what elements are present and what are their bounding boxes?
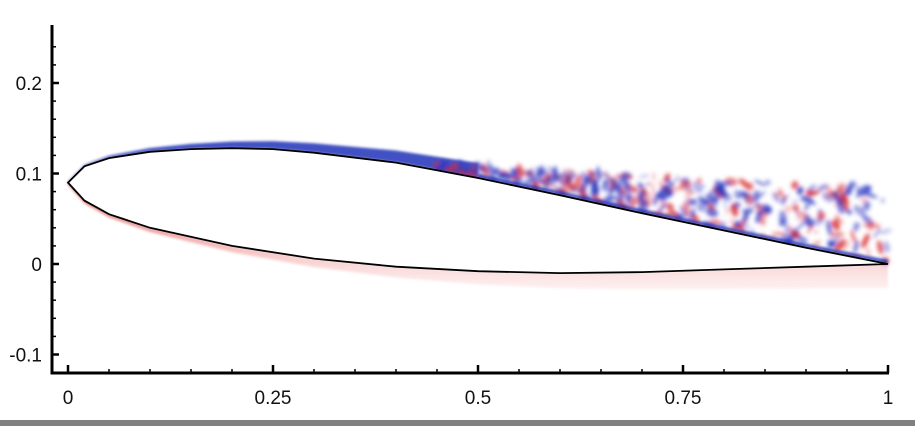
lower-shear-layer [68, 182, 888, 290]
upper-shear-layer [68, 141, 478, 183]
x-tick-label: 0.5 [465, 388, 491, 409]
y-tick-label: -0.1 [9, 346, 42, 367]
y-tick-label: 0 [31, 255, 42, 276]
x-tick-label: 0 [63, 388, 74, 409]
airfoil-outline [66, 147, 889, 275]
vorticity-field [68, 141, 892, 290]
y-tick-label: 0.1 [16, 165, 42, 186]
x-tick-label: 0.25 [255, 388, 292, 409]
bottom-border-bar [0, 420, 915, 426]
x-tick-label: 1 [883, 388, 894, 409]
airfoil-surface [66, 147, 889, 275]
y-tick-label: 0.2 [16, 74, 42, 95]
axes: -0.1 0 0.1 0.2 0 0.25 0.5 0.75 1 [9, 25, 893, 409]
x-tick-label: 0.75 [665, 388, 702, 409]
